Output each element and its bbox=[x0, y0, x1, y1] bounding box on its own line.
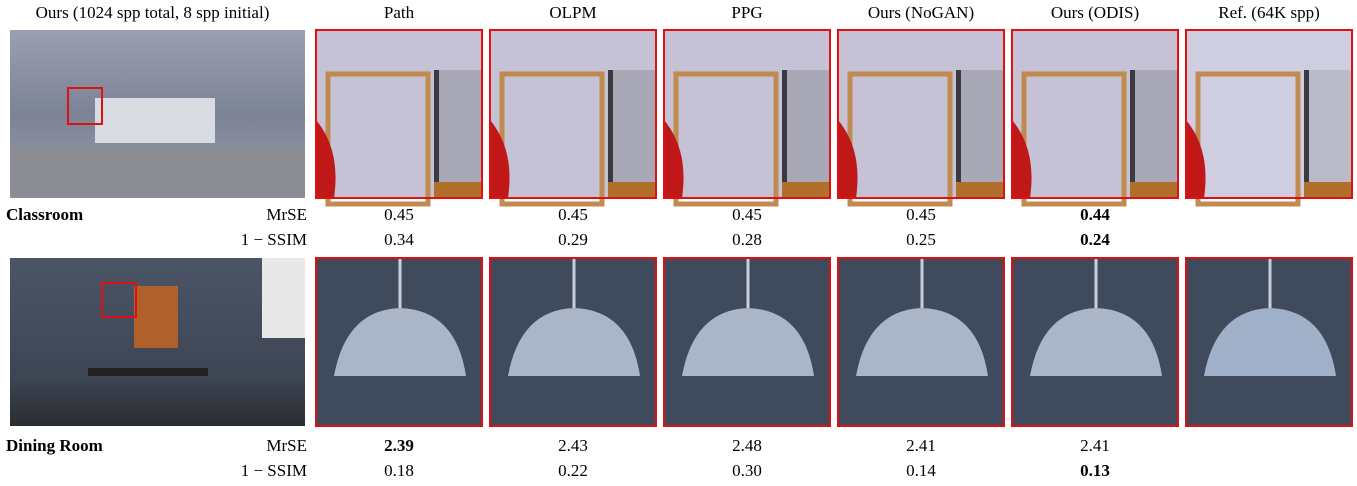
metric-value: 0.24 bbox=[1080, 230, 1110, 249]
metric-value: 0.14 bbox=[906, 461, 936, 480]
column-header: OLPM bbox=[549, 3, 596, 22]
door bbox=[612, 70, 656, 198]
whiteboard bbox=[95, 98, 215, 143]
metric-value: 0.25 bbox=[906, 230, 936, 249]
metric-value: 0.29 bbox=[558, 230, 588, 249]
shelf bbox=[1304, 182, 1352, 198]
metric-value: 2.43 bbox=[558, 436, 588, 455]
metric-label: MrSE bbox=[266, 205, 307, 224]
metric-value: 0.28 bbox=[732, 230, 762, 249]
metric-value: 2.41 bbox=[906, 436, 936, 455]
table bbox=[88, 368, 208, 376]
metric-value: 0.30 bbox=[732, 461, 762, 480]
door bbox=[438, 70, 482, 198]
figure: Ours (1024 spp total, 8 spp initial) Path… bbox=[0, 0, 1357, 486]
shelf bbox=[956, 182, 1004, 198]
door bbox=[1134, 70, 1178, 198]
window bbox=[262, 258, 305, 338]
column-header: Ours (1024 spp total, 8 spp initial) bbox=[36, 3, 270, 22]
painting bbox=[134, 286, 178, 348]
metric-value: 0.44 bbox=[1080, 205, 1110, 224]
door-edge bbox=[434, 70, 439, 198]
metric-value: 0.45 bbox=[732, 205, 762, 224]
shelf bbox=[434, 182, 482, 198]
metric-label: 1 − SSIM bbox=[241, 461, 307, 480]
door-edge bbox=[1130, 70, 1135, 198]
metric-value: 2.39 bbox=[384, 436, 414, 455]
metric-value: 0.13 bbox=[1080, 461, 1110, 480]
metric-value: 0.45 bbox=[384, 205, 414, 224]
door bbox=[1308, 70, 1352, 198]
metric-value: 0.45 bbox=[558, 205, 588, 224]
metric-label: 1 − SSIM bbox=[241, 230, 307, 249]
door-edge bbox=[1304, 70, 1309, 198]
metric-value: 0.34 bbox=[384, 230, 414, 249]
column-header: Path bbox=[384, 3, 415, 22]
metric-value: 0.18 bbox=[384, 461, 414, 480]
column-header: PPG bbox=[731, 3, 762, 22]
metric-value: 2.41 bbox=[1080, 436, 1110, 455]
floor bbox=[10, 150, 305, 198]
metric-value: 0.22 bbox=[558, 461, 588, 480]
scene-name: Dining Room bbox=[6, 436, 103, 455]
shelf bbox=[782, 182, 830, 198]
door-edge bbox=[782, 70, 787, 198]
door-edge bbox=[956, 70, 961, 198]
shelf bbox=[1130, 182, 1178, 198]
door bbox=[960, 70, 1004, 198]
scene-name: Classroom bbox=[6, 205, 83, 224]
door-edge bbox=[608, 70, 613, 198]
metric-label: MrSE bbox=[266, 436, 307, 455]
metric-value: 0.45 bbox=[906, 205, 936, 224]
metric-value: 2.48 bbox=[732, 436, 762, 455]
column-header: Ours (ODIS) bbox=[1051, 3, 1139, 22]
door bbox=[786, 70, 830, 198]
column-header: Ref. (64K spp) bbox=[1218, 3, 1320, 22]
column-header: Ours (NoGAN) bbox=[868, 3, 974, 22]
shelf bbox=[608, 182, 656, 198]
